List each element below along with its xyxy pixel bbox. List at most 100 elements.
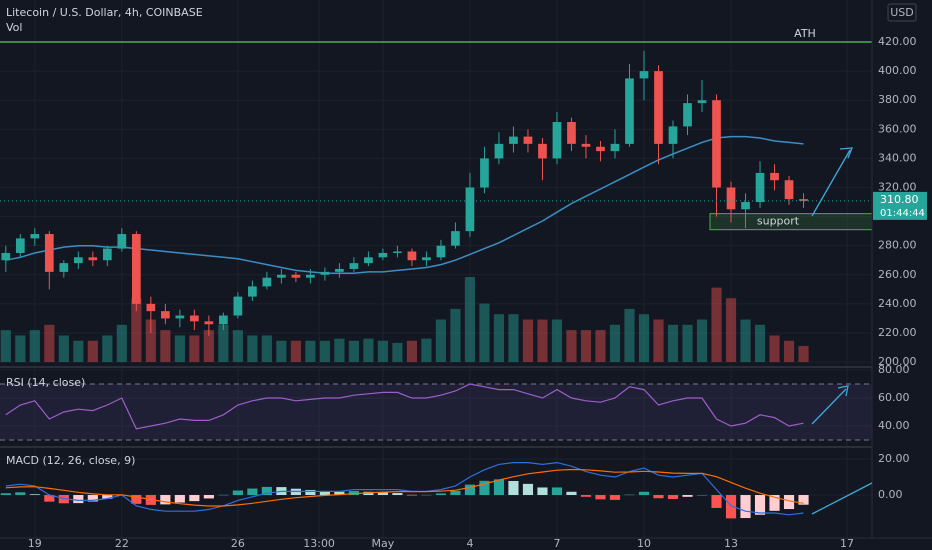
y-tick-label: 400.00 <box>878 64 917 77</box>
chart-title: Litecoin / U.S. Dollar, 4h, COINBASE <box>6 6 203 19</box>
macd-histogram-bar <box>73 495 84 504</box>
macd-histogram-bar <box>450 490 461 496</box>
candle-body <box>15 238 25 253</box>
candle-body <box>538 143 547 159</box>
macd-histogram-bar <box>160 495 171 505</box>
candle-body <box>625 78 634 144</box>
candle-body <box>639 71 649 79</box>
arrow-head <box>839 147 853 159</box>
candle-body <box>465 187 475 232</box>
macd-histogram-bar <box>798 495 809 505</box>
candle-body <box>233 296 243 316</box>
candle-body <box>146 303 156 312</box>
volume-bar <box>73 340 84 362</box>
macd-histogram-bar <box>740 495 751 519</box>
rsi-line <box>5 383 804 430</box>
volume-bar <box>29 330 40 362</box>
volume-bar <box>667 324 679 362</box>
macd-histogram-bar <box>711 495 722 508</box>
macd-histogram-bar <box>44 495 55 502</box>
x-tick-label: 7 <box>553 537 560 550</box>
x-tick-label: 13 <box>724 537 738 550</box>
macd-histogram-bar <box>479 480 490 496</box>
y-tick-label: 80.00 <box>878 363 910 376</box>
candle-body <box>494 143 504 159</box>
candle-body <box>335 268 344 272</box>
candle-body <box>73 257 83 264</box>
candle-body <box>175 315 185 319</box>
volume-bar <box>754 324 766 362</box>
volume-bar <box>740 319 751 362</box>
candle-body <box>219 315 228 325</box>
macd-histogram-bar <box>783 495 795 510</box>
grid <box>0 0 872 538</box>
candle-body <box>320 271 330 275</box>
macd-histogram-bar <box>508 480 519 496</box>
candle-body <box>436 245 446 258</box>
volume-bar <box>0 330 11 362</box>
macd-histogram-bar <box>392 493 403 496</box>
volume-bar <box>174 335 185 362</box>
candle-body <box>654 71 663 144</box>
y-tick-label: 260.00 <box>878 268 917 281</box>
macd-histogram-bar <box>0 493 11 496</box>
y-tick-label: 360.00 <box>878 122 917 135</box>
volume-bar <box>537 319 548 362</box>
macd-histogram-bar <box>203 495 214 499</box>
arrow <box>811 149 851 217</box>
y-tick-label: 340.00 <box>878 151 917 164</box>
rsi-band <box>0 383 872 440</box>
candle-body <box>30 234 40 239</box>
candle-body <box>799 199 808 201</box>
candle-body <box>190 315 199 322</box>
x-tick-label: 26 <box>231 537 245 550</box>
macd-histogram-bar <box>189 495 200 502</box>
volume-bar <box>653 319 664 362</box>
macd-histogram-bar <box>29 494 40 496</box>
macd-histogram-bar <box>522 483 534 496</box>
plot-area: ATH support <box>0 27 873 519</box>
y-tick-label: 200.00 <box>878 355 917 368</box>
macd-histogram-bar <box>435 493 447 496</box>
macd-histogram-bar <box>580 495 592 497</box>
macd-histogram-bar <box>493 479 505 496</box>
candle-body <box>596 146 605 152</box>
macd-histogram-bar <box>15 492 26 496</box>
candle-body <box>552 122 562 159</box>
x-tick-label: 19 <box>28 537 42 550</box>
macd-histogram-bar <box>551 487 563 496</box>
candle-body <box>204 321 214 325</box>
candle-body <box>755 172 765 203</box>
candle-body <box>160 311 170 319</box>
y-tick-label: 40.00 <box>878 419 910 432</box>
currency-box[interactable] <box>887 3 917 22</box>
candle-body <box>610 143 620 152</box>
volume-bar <box>377 340 388 362</box>
y-tick-label: 0.00 <box>878 488 903 501</box>
macd-histogram-bar <box>667 495 679 499</box>
macd-histogram-bar <box>624 494 635 496</box>
arrow <box>811 482 873 515</box>
volume-bar <box>769 335 780 362</box>
volume-bar <box>87 340 98 362</box>
currency[interactable]: USD <box>890 6 914 19</box>
volume-bar <box>609 324 621 362</box>
ath-label: ATH <box>794 27 816 40</box>
y-tick-label: 420.00 <box>878 35 917 48</box>
volume-bar <box>15 335 26 362</box>
macd-histogram-bar <box>218 494 229 496</box>
volume-bar <box>406 340 417 362</box>
volume-bar <box>522 319 534 362</box>
candle-body <box>291 274 301 278</box>
candle-body <box>44 234 54 272</box>
macd-histogram-bar <box>696 495 708 496</box>
macd-histogram-bar <box>725 495 737 519</box>
volume-bar <box>276 340 287 362</box>
volume-bar <box>580 330 592 362</box>
volume-bar <box>160 330 171 362</box>
y-tick-label: 60.00 <box>878 391 910 404</box>
candle-body <box>102 248 112 261</box>
volume-bar <box>508 314 519 362</box>
volume-bar <box>261 335 272 362</box>
macd-histogram-bar <box>319 491 330 496</box>
